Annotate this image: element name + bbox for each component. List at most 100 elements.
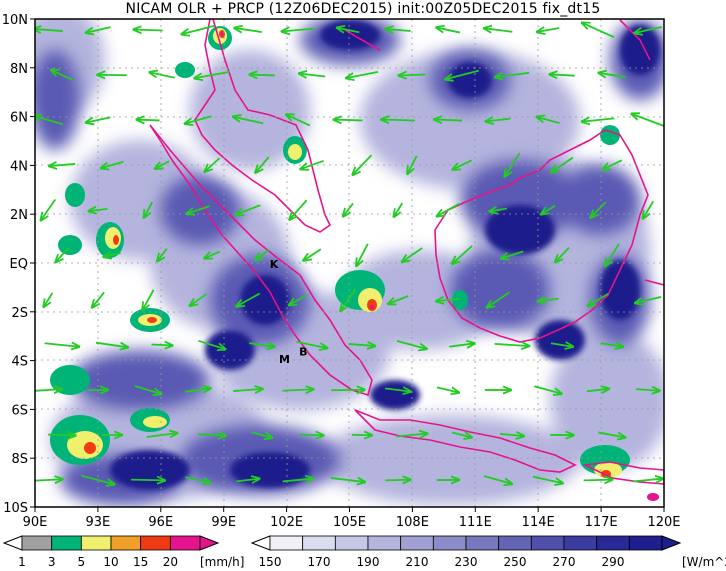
x-tick-label: 90E bbox=[23, 515, 48, 530]
wind-arrow bbox=[186, 205, 210, 214]
wind-arrow bbox=[157, 248, 168, 262]
wind-arrow bbox=[300, 159, 324, 169]
place-marker-k: K bbox=[270, 258, 279, 271]
wind-arrow bbox=[204, 250, 221, 259]
wind-arrow bbox=[631, 114, 664, 127]
colorbar-unit: [mm/h] bbox=[200, 555, 244, 569]
colorbar-swatch bbox=[269, 535, 304, 551]
colorbar-label: 15 bbox=[133, 555, 148, 569]
wind-arrow bbox=[249, 75, 275, 76]
wind-arrow bbox=[449, 343, 474, 346]
wind-arrow bbox=[149, 72, 175, 79]
wind-arrow bbox=[600, 343, 623, 347]
y-tick-label: 8N bbox=[10, 62, 28, 77]
wind-arrow bbox=[451, 433, 472, 438]
wind-arrow bbox=[133, 30, 163, 31]
colorbar-swatch bbox=[563, 535, 598, 551]
colorbar-unit: [W/m^2] bbox=[682, 555, 726, 569]
colorbar-left-arrow bbox=[250, 535, 271, 551]
y-tick-label: 6S bbox=[11, 403, 28, 418]
wind-arrow bbox=[255, 156, 270, 173]
wind-arrow bbox=[155, 160, 170, 169]
wind-arrow bbox=[352, 154, 373, 175]
wind-arrow bbox=[198, 339, 225, 349]
wind-arrow bbox=[289, 293, 308, 305]
wind-arrow bbox=[436, 27, 461, 34]
wind-arrow bbox=[95, 343, 128, 348]
wind-arrow bbox=[348, 344, 376, 346]
philippines-coastline bbox=[619, 19, 651, 61]
wind-arrow bbox=[282, 29, 315, 32]
wind-arrow bbox=[381, 119, 415, 120]
wind-arrow bbox=[236, 292, 261, 306]
wind-arrow bbox=[249, 343, 275, 347]
x-tick-label: 96E bbox=[148, 515, 173, 530]
wind-arrow bbox=[588, 292, 609, 307]
colorbar-swatch bbox=[400, 535, 434, 551]
wind-arrow bbox=[144, 201, 154, 218]
wind-arrow bbox=[388, 295, 409, 304]
wind-arrow bbox=[499, 434, 524, 436]
wind-arrow bbox=[356, 243, 369, 266]
colorbar-label: 3 bbox=[48, 555, 56, 569]
colorbar-swatch bbox=[530, 535, 565, 551]
wind-arrow bbox=[436, 299, 461, 301]
colorbar-right-arrow bbox=[199, 535, 220, 551]
wind-arrow bbox=[550, 343, 573, 346]
colorbar-label: 250 bbox=[504, 555, 527, 569]
wind-arrow bbox=[134, 385, 162, 394]
wind-arrow bbox=[101, 160, 124, 168]
wind-arrow bbox=[103, 253, 121, 257]
wind-arrow bbox=[494, 344, 530, 346]
wind-arrow bbox=[233, 117, 264, 125]
wind-arrow bbox=[130, 480, 165, 481]
x-axis-ticks: 90E 93E 96E 99E 102E 105E 108E 111E 114E 117E 120E bbox=[23, 507, 681, 530]
wind-arrow bbox=[643, 200, 654, 218]
wind-arrow bbox=[541, 204, 556, 215]
wind-arrow bbox=[485, 119, 511, 122]
colorbar-label: 290 bbox=[602, 555, 625, 569]
wind-arrow bbox=[636, 389, 660, 391]
wind-arrow bbox=[282, 389, 313, 390]
colorbar-label: 20 bbox=[163, 555, 178, 569]
wind-arrow bbox=[255, 249, 270, 261]
x-tick-label: 102E bbox=[270, 515, 303, 530]
wind-arrow bbox=[334, 120, 363, 121]
y-tick-label: 6N bbox=[10, 111, 28, 126]
y-tick-label: 10N bbox=[2, 13, 28, 28]
colorbar-swatch bbox=[110, 535, 142, 551]
colorbar-swatch bbox=[432, 535, 467, 551]
wind-arrow bbox=[551, 156, 574, 173]
colorbar-label: 210 bbox=[406, 555, 429, 569]
wind-arrow bbox=[282, 479, 314, 482]
wind-arrow bbox=[452, 159, 472, 169]
y-tick-label: 4S bbox=[11, 355, 28, 370]
wind-arrow bbox=[537, 117, 560, 125]
colorbar-label: 1 bbox=[18, 555, 26, 569]
wind-arrow bbox=[236, 479, 259, 482]
wind-arrow bbox=[495, 73, 530, 77]
wind-arrow bbox=[234, 28, 262, 32]
nusa-tenggara-coastline bbox=[582, 461, 664, 485]
wind-arrow bbox=[489, 208, 507, 211]
wind-arrow bbox=[92, 291, 105, 307]
wind-arrow bbox=[602, 159, 623, 169]
wind-arrow bbox=[300, 435, 323, 436]
colorbar-swatch bbox=[80, 535, 112, 551]
wind-arrow bbox=[286, 114, 311, 127]
wind-arrow bbox=[436, 386, 459, 392]
vietnam-coastline bbox=[344, 29, 381, 51]
wind-arrow bbox=[35, 29, 63, 31]
colorbar-swatch bbox=[169, 535, 201, 551]
wind-arrow bbox=[330, 478, 365, 482]
wind-arrow bbox=[190, 293, 207, 306]
wind-arrow bbox=[236, 204, 261, 215]
wind-arrow bbox=[146, 433, 178, 437]
wind-arrow bbox=[538, 299, 559, 302]
wind-arrow bbox=[394, 202, 404, 217]
wind-arrow bbox=[452, 245, 473, 264]
wind-arrow bbox=[289, 199, 308, 219]
colorbar-swatch bbox=[498, 535, 532, 551]
colorbar-swatch bbox=[21, 535, 53, 551]
